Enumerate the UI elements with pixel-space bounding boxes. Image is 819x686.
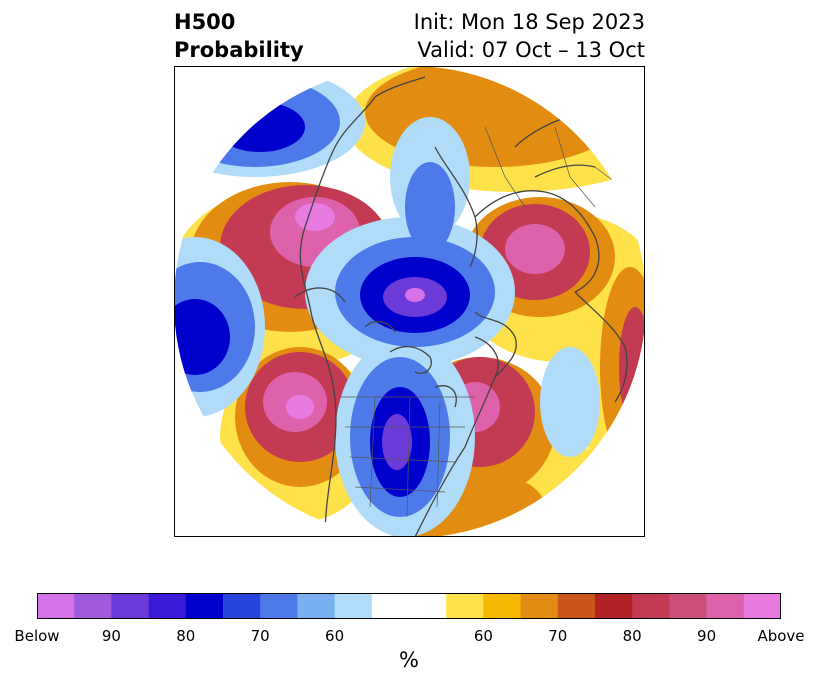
- colorbar-tick-label: 70: [250, 627, 270, 645]
- colorbar-tick-label: 80: [176, 627, 196, 645]
- colorbar-cell-above-7: [706, 593, 745, 619]
- map-panel: [174, 66, 645, 537]
- colorbar-outline: [37, 593, 781, 619]
- title-line-1: H500: [174, 10, 236, 34]
- forecast-dates: Init: Mon 18 Sep 2023 Valid: 07 Oct – 13…: [414, 8, 645, 64]
- colorbar-tick-label: 80: [622, 627, 642, 645]
- colorbar-cell-above-4: [595, 593, 633, 619]
- colorbar-cell-above-0: [446, 593, 484, 619]
- valid-dates: Valid: 07 Oct – 13 Oct: [417, 38, 645, 62]
- colorbar-tick-label: 60: [325, 627, 345, 645]
- below-core: [405, 288, 425, 302]
- colorbar-cell-below-2: [111, 593, 149, 619]
- init-date: Init: Mon 18 Sep 2023: [413, 10, 645, 34]
- colorbar-cell-above-5: [632, 593, 670, 619]
- colorbar-tick-label: Above: [757, 627, 805, 645]
- colorbar-cell-above-2: [520, 593, 559, 619]
- above-core: [286, 203, 335, 419]
- colorbar-tick-label: 60: [473, 627, 493, 645]
- plot-title: H500 Probability: [174, 8, 304, 64]
- colorbar-cell-neutral: [371, 593, 447, 619]
- colorbar-cell-above-1: [483, 593, 521, 619]
- colorbar-tick-label: 70: [548, 627, 568, 645]
- colorbar-cell-below-6: [260, 593, 298, 619]
- colorbar-cell-below-8: [334, 593, 373, 619]
- colorbar-cell-below-3: [148, 593, 187, 619]
- colorbar-cell-above-3: [557, 593, 596, 619]
- colorbar-cell-below-0: [37, 593, 75, 619]
- colorbar-tick-label: 90: [101, 627, 121, 645]
- colorbar: [37, 593, 781, 619]
- colorbar-tick-label: Below: [14, 627, 60, 645]
- colorbar-cell-above-6: [669, 593, 707, 619]
- probability-map: [175, 67, 644, 536]
- colorbar-cell-below-5: [223, 593, 261, 619]
- title-line-2: Probability: [174, 38, 304, 62]
- colorbar-cell-below-4: [185, 593, 224, 619]
- state-borders: [340, 126, 636, 518]
- colorbar-cell-below-1: [74, 593, 112, 619]
- colorbar-cell-above-8: [743, 593, 781, 619]
- colorbar-unit-label: %: [399, 648, 419, 672]
- coastlines-borders: [294, 76, 641, 536]
- colorbar-tick-label: 90: [697, 627, 717, 645]
- colorbar-cell-below-7: [297, 593, 335, 619]
- colorbar-cells: [37, 593, 781, 619]
